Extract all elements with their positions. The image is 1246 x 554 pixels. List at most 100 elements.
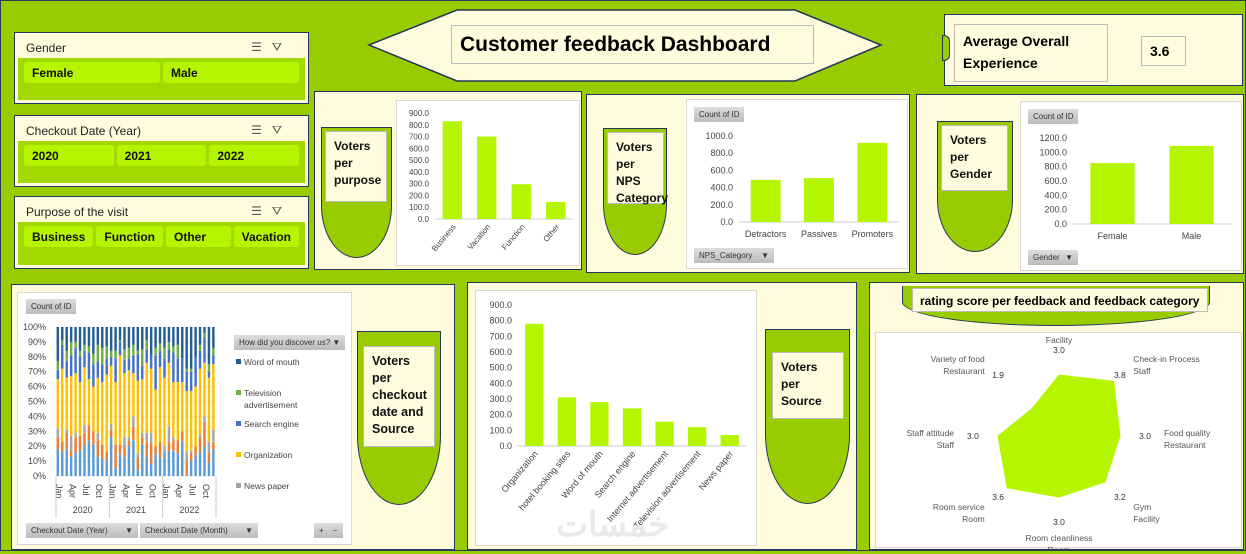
radar-axis-label: Gym bbox=[1133, 502, 1151, 512]
bar-segment bbox=[132, 327, 134, 345]
y-tick-label: 10% bbox=[28, 456, 46, 466]
month-filter-button[interactable]: Checkout Date (Month)▼ bbox=[140, 523, 258, 538]
bar-segment bbox=[70, 436, 72, 451]
bar-segment bbox=[92, 445, 94, 476]
x-tick-label: Male bbox=[1182, 231, 1202, 241]
slicer-item[interactable]: Female bbox=[24, 62, 160, 83]
x-tick-label: Female bbox=[1097, 231, 1127, 241]
y-tick-label: 700.0 bbox=[409, 133, 430, 142]
bar-segment bbox=[168, 342, 170, 349]
multi-select-icon[interactable]: ☰ bbox=[251, 123, 272, 137]
slicer-item[interactable]: Male bbox=[163, 62, 299, 83]
nps-filter-button[interactable]: NPS_Category▼ bbox=[694, 248, 774, 263]
bar-segment bbox=[79, 351, 81, 357]
field-tag[interactable]: Count of ID bbox=[1028, 109, 1078, 124]
bar-segment bbox=[132, 427, 134, 440]
bar-segment bbox=[208, 463, 210, 476]
bar-segment bbox=[199, 434, 201, 437]
bar-segment bbox=[83, 351, 85, 367]
bar-segment bbox=[65, 449, 67, 476]
y-tick-label: 800.0 bbox=[1044, 162, 1067, 172]
year-label: 2020 bbox=[73, 505, 93, 515]
x-tick-label: Apr bbox=[68, 484, 78, 498]
bar-segment bbox=[190, 454, 192, 461]
watermark: خمسات bbox=[556, 505, 669, 545]
field-tag[interactable]: Count of ID bbox=[694, 107, 744, 122]
radar-axis-label: Room bbox=[962, 514, 985, 524]
slicer-item[interactable]: 2022 bbox=[209, 145, 299, 166]
bar-segment bbox=[132, 440, 134, 476]
bar-segment bbox=[128, 440, 130, 446]
slicer-item[interactable]: Business bbox=[24, 226, 93, 247]
y-tick-label: 70% bbox=[28, 367, 46, 377]
y-tick-label: 100% bbox=[23, 322, 46, 332]
bar-segment bbox=[83, 345, 85, 351]
bar-segment bbox=[74, 348, 76, 373]
bar-segment bbox=[208, 372, 210, 378]
clear-filter-icon[interactable]: ⛛ bbox=[272, 204, 292, 218]
bar-segment bbox=[203, 363, 205, 417]
slicer-item[interactable]: 2020 bbox=[24, 145, 114, 166]
bar-segment bbox=[119, 454, 121, 476]
bar-segment bbox=[199, 437, 201, 452]
bar-segment bbox=[61, 442, 63, 452]
bar-segment bbox=[190, 391, 192, 451]
bar-segment bbox=[74, 342, 76, 348]
bar-segment bbox=[70, 327, 72, 342]
year-filter-button[interactable]: Checkout Date (Year)▼ bbox=[26, 523, 138, 538]
legend-swatch bbox=[236, 421, 241, 426]
clear-filter-icon[interactable]: ⛛ bbox=[272, 40, 292, 54]
gender-filter-button[interactable]: Gender▼ bbox=[1028, 250, 1078, 265]
bar-segment bbox=[185, 369, 187, 372]
bar-segment bbox=[141, 379, 143, 433]
slicer-item[interactable]: Function bbox=[96, 226, 163, 247]
bar-segment bbox=[177, 345, 179, 358]
bar-segment bbox=[83, 425, 85, 432]
legend-label: News paper bbox=[244, 481, 290, 491]
y-tick-label: 400.0 bbox=[409, 168, 430, 177]
slicer-item[interactable]: 2021 bbox=[117, 145, 207, 166]
collapse-button[interactable]: − bbox=[328, 523, 343, 538]
bar-segment bbox=[128, 358, 130, 370]
legend-filter-button[interactable]: How did you discover us? ▼ bbox=[234, 335, 345, 350]
bar-segment bbox=[150, 433, 152, 443]
expand-button[interactable]: + bbox=[314, 523, 329, 538]
bar-segment bbox=[65, 430, 67, 433]
field-tag[interactable]: Count of ID bbox=[26, 299, 76, 314]
bar-segment bbox=[163, 446, 165, 452]
bar-segment bbox=[110, 430, 112, 437]
bar-segment bbox=[57, 327, 59, 361]
data-label: 3.6 bbox=[992, 492, 1004, 502]
bar-segment bbox=[185, 452, 187, 461]
bar-segment bbox=[203, 327, 205, 333]
clear-filter-icon[interactable]: ⛛ bbox=[272, 123, 292, 137]
bar-segment bbox=[212, 348, 214, 355]
bar-segment bbox=[145, 363, 147, 433]
bar-segment bbox=[132, 416, 134, 426]
bar-segment bbox=[105, 358, 107, 374]
radar-axis-label: Restaurant bbox=[1164, 440, 1206, 450]
slicer-item[interactable]: Other bbox=[166, 226, 231, 247]
bar-segment bbox=[110, 366, 112, 424]
bar-segment bbox=[101, 327, 103, 348]
bar-segment bbox=[110, 424, 112, 430]
multi-select-icon[interactable]: ☰ bbox=[251, 40, 272, 54]
slicer-item[interactable]: Vacation bbox=[234, 226, 299, 247]
bar-segment bbox=[185, 391, 187, 452]
y-tick-label: 600.0 bbox=[409, 144, 430, 153]
bar-segment bbox=[172, 352, 174, 382]
bar-segment bbox=[190, 451, 192, 454]
bar-segment bbox=[203, 333, 205, 337]
bar-segment bbox=[119, 355, 121, 444]
rating-title: rating score per feedback and feedback c… bbox=[912, 288, 1208, 312]
bar-segment bbox=[150, 464, 152, 476]
multi-select-icon[interactable]: ☰ bbox=[251, 204, 272, 218]
bar-segment bbox=[128, 446, 130, 476]
radar-axis-label: Room cleanliness bbox=[1025, 533, 1092, 543]
bar-segment bbox=[97, 345, 99, 361]
bar bbox=[751, 180, 781, 222]
bar-segment bbox=[190, 369, 192, 372]
